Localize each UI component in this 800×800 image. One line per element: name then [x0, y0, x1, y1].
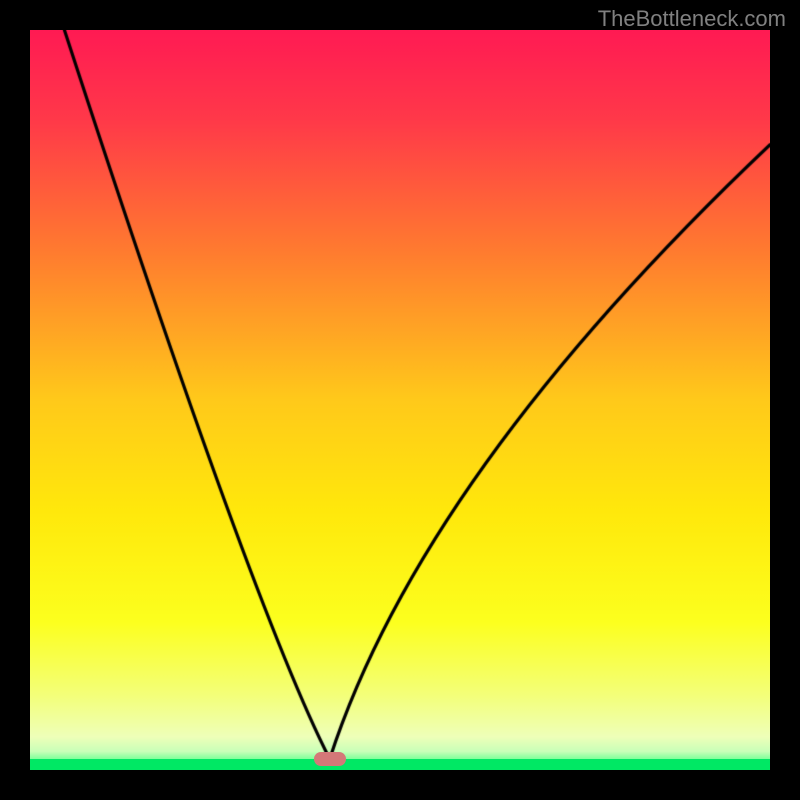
bottleneck-v-curve	[30, 30, 770, 770]
plot-area	[30, 30, 770, 770]
watermark-text: TheBottleneck.com	[598, 6, 786, 32]
minimum-marker	[314, 752, 346, 766]
